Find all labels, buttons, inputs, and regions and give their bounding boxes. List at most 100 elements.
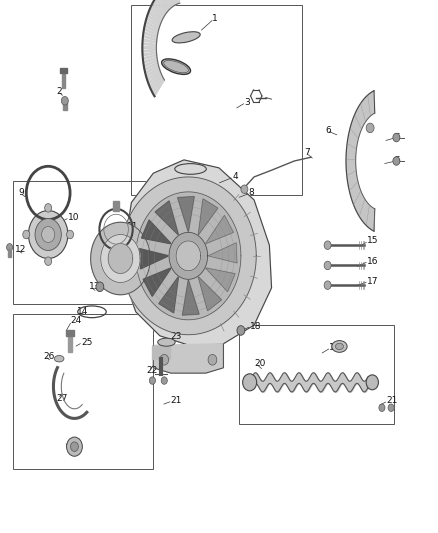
Circle shape — [35, 219, 61, 251]
Polygon shape — [161, 0, 170, 10]
Text: 1: 1 — [212, 14, 218, 23]
Bar — [13, 181, 158, 304]
Polygon shape — [198, 199, 218, 235]
Ellipse shape — [332, 341, 347, 352]
Circle shape — [42, 227, 55, 243]
Text: 15: 15 — [367, 237, 378, 245]
Text: 10: 10 — [68, 213, 79, 222]
Polygon shape — [152, 77, 163, 93]
Polygon shape — [143, 35, 157, 41]
Circle shape — [366, 123, 374, 133]
Circle shape — [243, 374, 257, 391]
Polygon shape — [103, 235, 125, 277]
Text: 11: 11 — [127, 222, 138, 231]
Polygon shape — [205, 215, 233, 244]
Text: 13: 13 — [88, 282, 100, 291]
Polygon shape — [120, 177, 256, 335]
Text: 5: 5 — [394, 157, 400, 165]
Text: 7: 7 — [304, 149, 310, 157]
Polygon shape — [145, 64, 159, 74]
Polygon shape — [156, 0, 166, 14]
Bar — [131, 5, 302, 195]
Polygon shape — [124, 160, 272, 346]
Text: 22: 22 — [147, 366, 158, 375]
Circle shape — [160, 354, 169, 365]
Polygon shape — [145, 62, 158, 71]
Polygon shape — [154, 0, 165, 17]
Circle shape — [23, 230, 30, 239]
Text: 28: 28 — [68, 446, 79, 455]
Circle shape — [67, 230, 74, 239]
Circle shape — [379, 404, 385, 411]
Text: 8: 8 — [249, 189, 254, 197]
Polygon shape — [178, 197, 194, 232]
Polygon shape — [172, 0, 177, 5]
Polygon shape — [143, 39, 157, 43]
Polygon shape — [208, 243, 237, 263]
Polygon shape — [166, 0, 172, 7]
Polygon shape — [159, 277, 178, 313]
Polygon shape — [146, 67, 159, 78]
Text: 16: 16 — [367, 257, 378, 265]
Circle shape — [28, 211, 68, 259]
Polygon shape — [101, 235, 140, 282]
Bar — [8, 249, 11, 257]
Text: 3: 3 — [244, 98, 250, 107]
Circle shape — [45, 204, 52, 212]
Circle shape — [388, 404, 394, 411]
Circle shape — [208, 354, 217, 365]
Text: 23: 23 — [170, 333, 181, 341]
Bar — [68, 336, 72, 352]
Bar — [66, 330, 74, 336]
Bar — [239, 325, 394, 424]
Circle shape — [61, 96, 68, 105]
Text: 20: 20 — [254, 359, 265, 368]
Bar — [152, 346, 170, 359]
Polygon shape — [151, 4, 162, 20]
Bar — [63, 102, 67, 110]
Text: 21: 21 — [171, 397, 182, 405]
Polygon shape — [149, 73, 162, 87]
Ellipse shape — [336, 343, 343, 350]
Polygon shape — [177, 0, 180, 3]
Polygon shape — [147, 14, 160, 27]
Text: 19: 19 — [329, 343, 341, 352]
Polygon shape — [167, 0, 174, 6]
Bar — [13, 314, 153, 469]
Polygon shape — [151, 75, 162, 91]
Ellipse shape — [172, 31, 200, 43]
Polygon shape — [148, 71, 161, 84]
Ellipse shape — [158, 338, 175, 346]
Bar — [113, 201, 119, 211]
Polygon shape — [141, 220, 171, 244]
Circle shape — [324, 261, 331, 270]
Polygon shape — [142, 50, 156, 52]
Polygon shape — [169, 232, 208, 279]
Text: 24: 24 — [70, 317, 81, 325]
Circle shape — [393, 157, 400, 165]
Text: 14: 14 — [77, 308, 88, 316]
Bar — [60, 68, 67, 73]
Text: 27: 27 — [56, 394, 67, 403]
Text: 21: 21 — [386, 397, 398, 405]
Circle shape — [67, 437, 82, 456]
Circle shape — [366, 375, 378, 390]
Circle shape — [241, 185, 248, 193]
Polygon shape — [183, 280, 199, 315]
Text: 12: 12 — [15, 245, 27, 254]
Circle shape — [161, 377, 167, 384]
Circle shape — [324, 281, 331, 289]
Polygon shape — [91, 222, 150, 295]
Polygon shape — [170, 0, 175, 5]
Polygon shape — [108, 244, 133, 273]
Polygon shape — [143, 57, 157, 63]
Text: 4: 4 — [232, 173, 238, 181]
Polygon shape — [346, 91, 375, 231]
Polygon shape — [146, 17, 159, 29]
Polygon shape — [144, 60, 158, 67]
Circle shape — [45, 257, 52, 265]
Text: 9: 9 — [18, 189, 24, 197]
Polygon shape — [136, 192, 241, 320]
Polygon shape — [147, 69, 160, 81]
Polygon shape — [163, 0, 171, 9]
